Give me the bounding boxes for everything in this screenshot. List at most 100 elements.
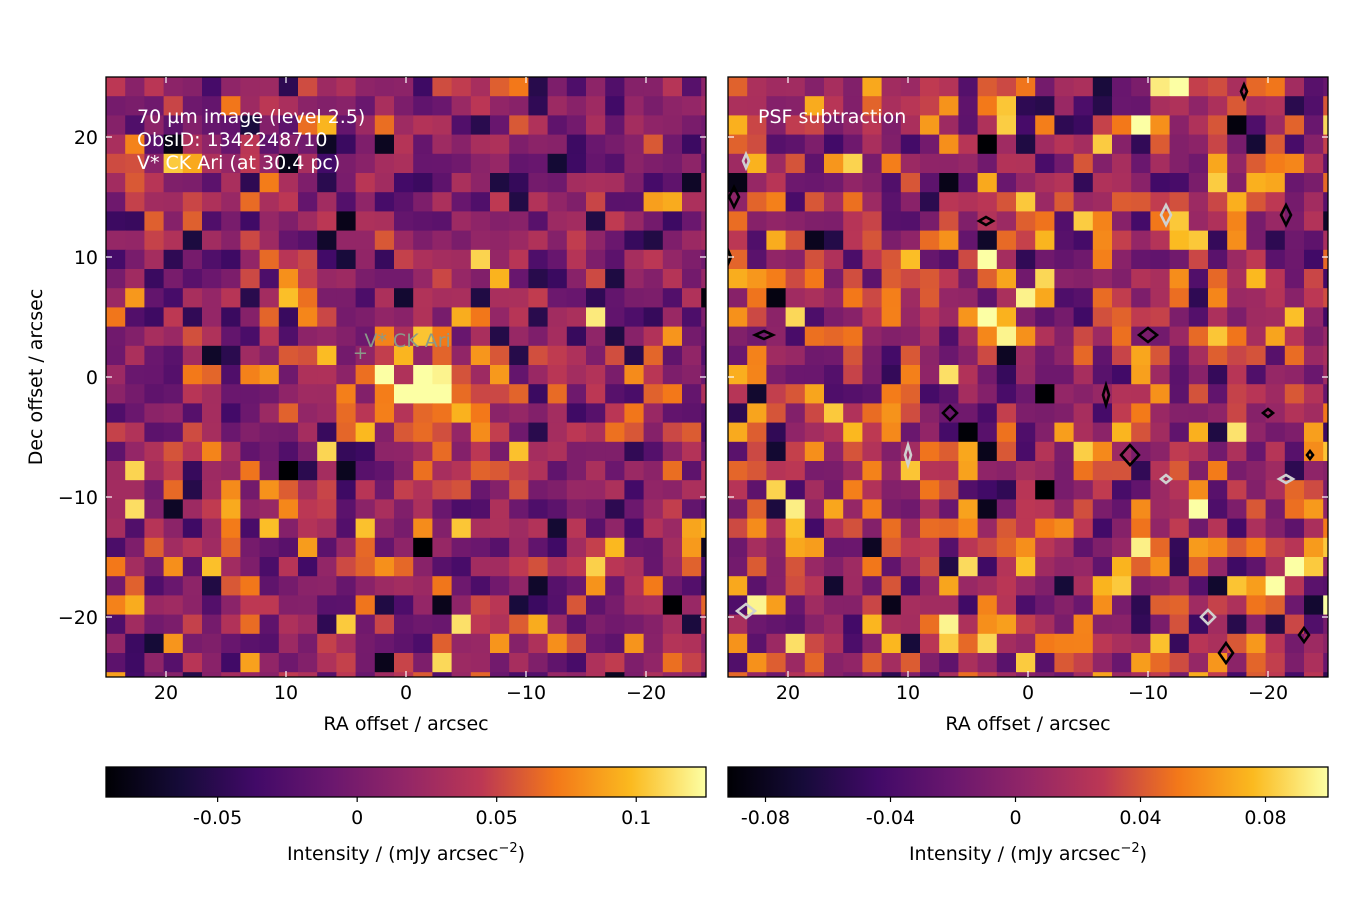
heatmap-cell <box>643 173 664 193</box>
heatmap-cell <box>317 173 337 193</box>
heatmap-cell <box>259 576 280 596</box>
heatmap-cell <box>509 326 529 347</box>
heatmap-cell <box>394 134 414 155</box>
heatmap-cell <box>900 307 921 328</box>
heatmap-cell <box>977 403 998 424</box>
heatmap-cell <box>470 173 491 193</box>
heatmap-cell <box>202 307 222 328</box>
heatmap-cell <box>509 345 529 366</box>
heatmap-cell <box>728 422 748 443</box>
heatmap-cell <box>106 633 126 654</box>
heatmap-cell <box>125 192 145 212</box>
heatmap-cell <box>747 595 767 616</box>
colorbar-tick-label: 0.1 <box>621 807 651 829</box>
heatmap-cell <box>144 441 165 462</box>
heatmap-cell <box>336 173 357 193</box>
heatmap-cell <box>336 307 357 328</box>
heatmap-cell <box>1092 326 1113 347</box>
heatmap-cell <box>747 134 767 155</box>
heatmap-cell <box>1092 403 1113 424</box>
heatmap-cell <box>1073 441 1094 462</box>
heatmap-cell <box>977 633 998 654</box>
heatmap-cell <box>470 384 491 404</box>
heatmap-cell <box>144 249 165 270</box>
heatmap-cell <box>1323 653 1328 673</box>
heatmap-cell <box>202 653 222 673</box>
heatmap-cell <box>1208 461 1228 481</box>
heatmap-cell <box>862 77 883 97</box>
heatmap-cell <box>996 211 1017 232</box>
heatmap-cell <box>624 614 645 635</box>
heatmap-cell <box>144 211 165 232</box>
heatmap-cell <box>586 557 606 577</box>
heatmap-cell <box>1150 173 1171 193</box>
heatmap-cell <box>804 77 825 97</box>
heatmap-cell <box>728 211 748 232</box>
heatmap-cell <box>1227 115 1247 136</box>
heatmap-cell <box>1284 633 1305 654</box>
colorbar-tick-label: 0 <box>351 807 363 829</box>
left-colorbar-label: Intensity / (mJy arcsec−2) <box>287 841 525 865</box>
heatmap-cell <box>451 614 472 635</box>
left-y-axis-label: Dec offset / arcsec <box>25 289 47 466</box>
heatmap-cell <box>1092 230 1113 251</box>
heatmap-cell <box>996 422 1017 443</box>
heatmap-cell <box>1208 96 1228 116</box>
heatmap-cell <box>643 595 664 616</box>
heatmap-cell <box>1284 307 1305 328</box>
heatmap-cell <box>624 422 645 443</box>
heatmap-cell <box>432 211 453 232</box>
heatmap-cell <box>106 249 126 270</box>
heatmap-cell <box>240 153 261 174</box>
heatmap-cell <box>996 96 1017 116</box>
heatmap-cell <box>1035 441 1055 462</box>
heatmap-cell <box>1073 345 1094 366</box>
positive-contour <box>751 329 777 341</box>
heatmap-cell <box>862 230 883 251</box>
heatmap-cell <box>900 633 921 654</box>
heatmap-cell <box>259 384 280 404</box>
heatmap-cell <box>451 249 472 270</box>
heatmap-cell <box>1169 672 1190 677</box>
heatmap-cell <box>1188 173 1209 193</box>
heatmap-cell <box>824 441 844 462</box>
heatmap-cell <box>1284 614 1305 635</box>
heatmap-cell <box>958 499 979 520</box>
heatmap-cell <box>1246 211 1267 232</box>
heatmap-cell <box>766 269 787 289</box>
heatmap-cell <box>958 614 979 635</box>
heatmap-cell <box>1112 96 1132 116</box>
heatmap-cell <box>528 288 549 308</box>
heatmap-cell <box>451 499 472 520</box>
heatmap-cell <box>804 115 825 136</box>
heatmap-cell <box>394 595 414 616</box>
heatmap-cell <box>509 115 529 136</box>
heatmap-cell <box>643 365 664 385</box>
heatmap-cell <box>785 211 806 232</box>
heatmap-cell <box>1112 230 1132 251</box>
heatmap-cell <box>1131 249 1151 270</box>
heatmap-cell <box>240 441 261 462</box>
heatmap-cell <box>394 557 414 577</box>
heatmap-cell <box>432 518 453 539</box>
heatmap-cell <box>125 269 145 289</box>
heatmap-cell <box>766 499 787 520</box>
heatmap-cell <box>785 576 806 596</box>
heatmap-cell <box>824 153 844 174</box>
heatmap-cell <box>1092 77 1113 97</box>
heatmap-cell <box>259 633 280 654</box>
heatmap-cell <box>413 403 433 424</box>
heatmap-cell <box>182 269 203 289</box>
heatmap-cell <box>182 96 203 116</box>
heatmap-cell <box>259 557 280 577</box>
heatmap-cell <box>862 288 883 308</box>
heatmap-cell <box>728 614 748 635</box>
heatmap-cell <box>355 537 376 558</box>
y-tick-label: 0 <box>86 367 98 389</box>
heatmap-cell <box>1073 77 1094 97</box>
heatmap-cell <box>202 269 222 289</box>
heatmap-cell <box>1035 249 1055 270</box>
heatmap-cell <box>1265 77 1286 97</box>
heatmap-cell <box>586 576 606 596</box>
